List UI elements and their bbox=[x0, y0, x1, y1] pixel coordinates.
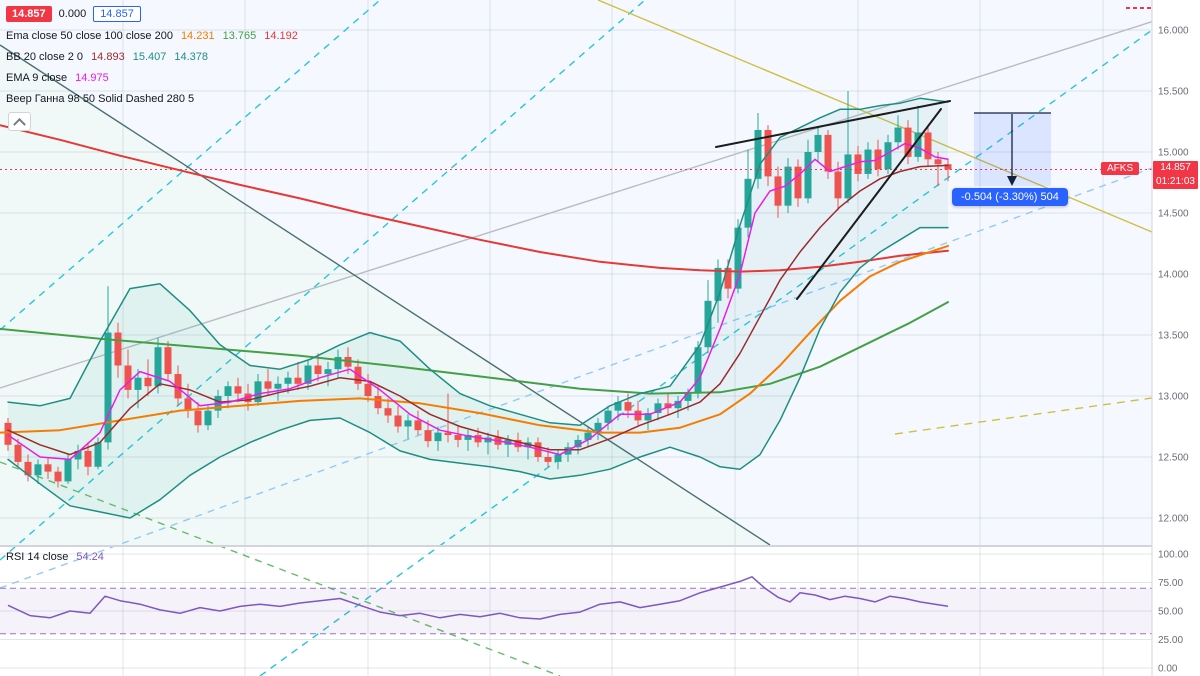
last-price-badge: 14.857 01:21:03 bbox=[1153, 161, 1198, 189]
indicator-title[interactable]: RSI 14 close bbox=[6, 551, 69, 563]
symbol-tag: AFKS bbox=[1101, 162, 1140, 175]
svg-text:25.00: 25.00 bbox=[1158, 635, 1183, 646]
indicator-row-bb[interactable]: BB 20 close 2 0 14.893 15.407 14.378 bbox=[6, 51, 208, 63]
svg-text:13.500: 13.500 bbox=[1158, 331, 1189, 342]
change-value: 0.000 bbox=[58, 8, 87, 20]
chevron-up-icon bbox=[13, 117, 26, 131]
price-label-row: 14.857 0.000 14.857 bbox=[6, 6, 141, 22]
price-axis[interactable] bbox=[1152, 0, 1200, 676]
measure-tool-label[interactable]: -0.504 (-3.30%) 504 bbox=[952, 188, 1068, 206]
indicator-title[interactable]: BB 20 close 2 0 bbox=[6, 51, 84, 63]
grid-lines bbox=[0, 0, 1152, 676]
svg-text:14.000: 14.000 bbox=[1158, 270, 1189, 281]
svg-text:16.000: 16.000 bbox=[1158, 26, 1189, 37]
indicator-row-ema9[interactable]: EMA 9 close 14.975 bbox=[6, 72, 109, 84]
bar-countdown: 01:21:03 bbox=[1156, 176, 1195, 187]
ema9-value: 14.975 bbox=[75, 72, 109, 84]
ema100-value: 13.765 bbox=[222, 30, 257, 42]
svg-text:15.500: 15.500 bbox=[1158, 87, 1189, 98]
indicator-lines bbox=[0, 97, 949, 519]
indicator-row-rsi[interactable]: RSI 14 close 54.24 bbox=[6, 551, 104, 563]
svg-text:14.500: 14.500 bbox=[1158, 209, 1189, 220]
bb-lower-value: 14.378 bbox=[174, 51, 209, 63]
rsi-value: 54.24 bbox=[76, 551, 104, 563]
rsi-pane bbox=[0, 576, 1152, 635]
svg-text:13.000: 13.000 bbox=[1158, 392, 1189, 403]
indicator-title[interactable]: Веер Ганна 98 50 Solid Dashed 280 5 bbox=[6, 93, 195, 105]
measure-tool bbox=[974, 112, 1051, 186]
indicator-title[interactable]: EMA 9 close bbox=[6, 72, 68, 84]
ema50-value: 14.231 bbox=[180, 30, 215, 42]
price-badge-red: 14.857 bbox=[6, 6, 52, 22]
svg-text:50.00: 50.00 bbox=[1158, 607, 1183, 618]
svg-text:12.000: 12.000 bbox=[1158, 514, 1189, 525]
candles-layer bbox=[4, 91, 952, 488]
last-price: 14.857 bbox=[1160, 162, 1191, 173]
svg-text:100.00: 100.00 bbox=[1158, 550, 1189, 561]
svg-text:0.00: 0.00 bbox=[1158, 664, 1178, 675]
bb-basis-value: 14.893 bbox=[91, 51, 125, 63]
indicator-row-gann-fan[interactable]: Веер Ганна 98 50 Solid Dashed 280 5 bbox=[6, 93, 194, 105]
indicator-row-ema[interactable]: Ema close 50 close 100 close 200 14.231 … bbox=[6, 30, 298, 42]
price-badge-blue: 14.857 bbox=[93, 6, 141, 22]
price-scale: 16.000 15.500 15.000 14.500 14.000 13.500 13.0… bbox=[1151, 0, 1200, 676]
trend-lines bbox=[715, 100, 951, 300]
svg-text:15.000: 15.000 bbox=[1158, 148, 1189, 159]
indicator-title[interactable]: Ema close 50 close 100 close 200 bbox=[6, 30, 173, 42]
svg-text:75.00: 75.00 bbox=[1158, 578, 1183, 589]
bb-upper-value: 15.407 bbox=[132, 51, 167, 63]
collapse-legend-button[interactable] bbox=[8, 112, 31, 131]
bollinger-fill bbox=[8, 98, 948, 519]
ema200-value: 14.192 bbox=[264, 30, 298, 42]
svg-text:12.500: 12.500 bbox=[1158, 453, 1189, 464]
